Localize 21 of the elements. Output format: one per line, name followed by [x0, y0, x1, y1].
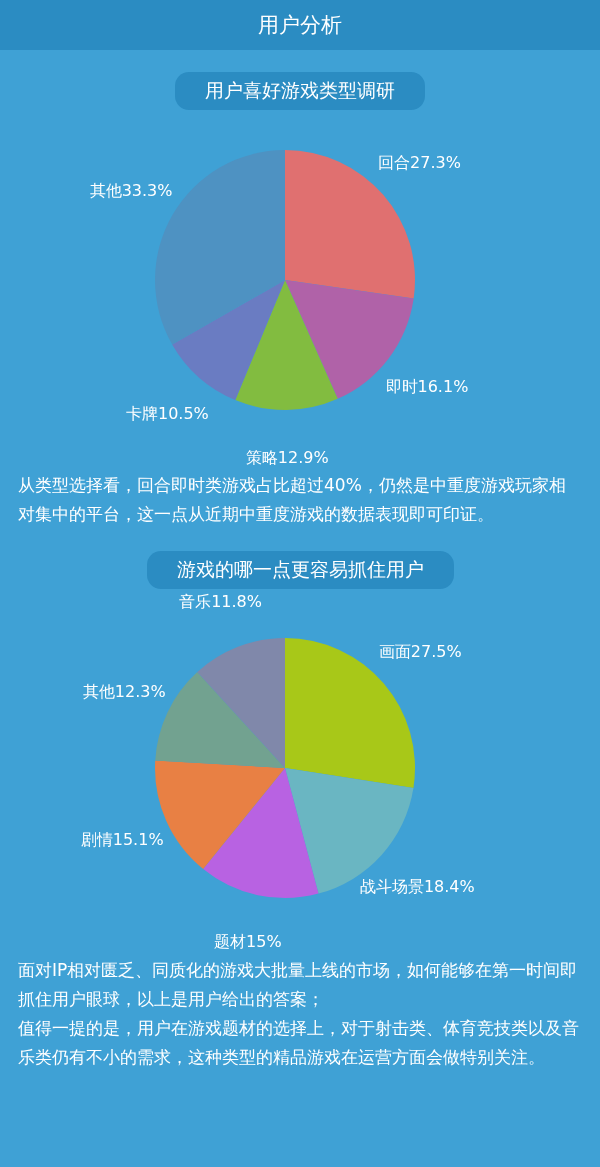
- pie-slice: [235, 280, 338, 410]
- pie-slice: [197, 638, 285, 768]
- text: 从类型选择看，回合即时类游戏占比超过40%，仍然是中重度游戏玩家相对集中的平台，这一点从近期中重度游戏的数据表现即可印证。: [17, 474, 567, 526]
- slice-label: 其他33.3%: [89, 180, 173, 200]
- chart-title: 游戏的哪一点更容易抓住用户: [146, 551, 454, 589]
- slice-label: 回合27.3%: [378, 153, 461, 173]
- text: 用户分析: [0, 0, 600, 50]
- slice-label: 剧情15.1%: [80, 829, 164, 849]
- slice-label: 策略12.9%: [245, 447, 329, 467]
- slice-label: 即时16.1%: [385, 377, 469, 397]
- slice-label: 音乐11.8%: [179, 592, 262, 612]
- chart-title: 用户喜好游戏类型调研: [175, 72, 425, 110]
- text: 面对IP相对匮乏、同质化的游戏大批量上线的市场，如何能够在第一时间即抓住用户眼球，以上是用户给出的答案；: [17, 959, 579, 1011]
- slice-label: 画面27.5%: [378, 642, 462, 662]
- pie-slice: [172, 280, 285, 401]
- slice-label: 战斗场景18.4%: [359, 877, 475, 897]
- slice-label: 题材15%: [214, 932, 282, 952]
- slice-label: 其他12.3%: [82, 681, 166, 701]
- slice-label: 卡牌10.5%: [125, 403, 209, 423]
- pie-slice: [203, 768, 319, 898]
- text: 值得一提的是，用户在游戏题材的选择上，对于射击类、体育竞技类以及音乐类仍有不小的需求，这种类型的精品游戏在运营方面会做特别关注。: [17, 1017, 580, 1069]
